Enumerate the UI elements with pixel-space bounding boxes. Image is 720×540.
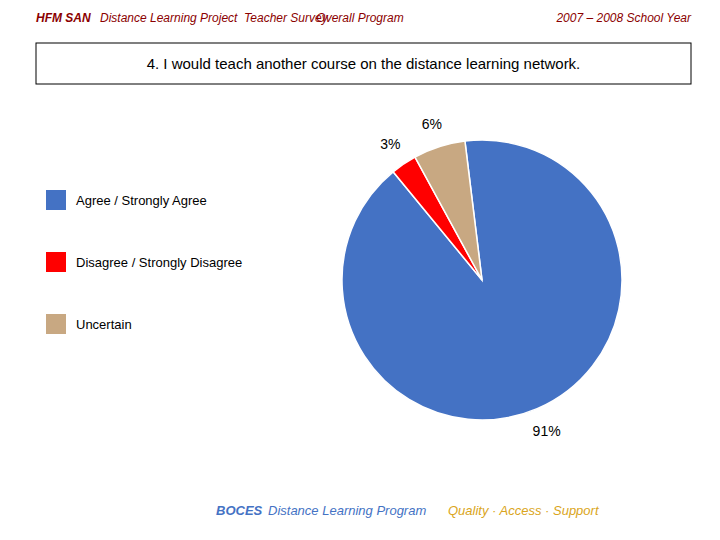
data-label: 91% <box>533 423 561 439</box>
header-text: Distance Learning Project Teacher Survey <box>100 11 329 25</box>
pie-slice <box>342 140 622 420</box>
legend-label: Disagree / Strongly Disagree <box>76 255 242 270</box>
legend-swatch <box>46 252 66 272</box>
footer-text: Quality · Access · Support <box>448 503 600 518</box>
legend-item: Agree / Strongly Agree <box>46 190 207 210</box>
chart: HFM SAN Distance Learning Project Teacher… <box>0 0 720 540</box>
legend-item: Uncertain <box>46 314 132 334</box>
data-label: 6% <box>422 116 442 132</box>
title-box <box>36 43 691 84</box>
pie <box>342 140 622 420</box>
footer-text: Distance Learning Program <box>268 503 426 518</box>
data-labels: 91% 3% 6% <box>380 116 560 439</box>
footer-text: BOCES <box>216 503 263 518</box>
header-text: 2007 – 2008 School Year <box>555 11 692 25</box>
pie-slice <box>415 141 482 280</box>
legend: Agree / Strongly Agree Disagree / Strongl… <box>46 190 242 334</box>
header: HFM SAN Distance Learning Project Teacher… <box>36 11 692 25</box>
footer: BOCES Distance Learning Program Quality · … <box>216 503 600 518</box>
legend-swatch <box>46 190 66 210</box>
title: 4. I would teach another course on the d… <box>147 55 581 72</box>
legend-label: Uncertain <box>76 317 132 332</box>
legend-item: Disagree / Strongly Disagree <box>46 252 242 272</box>
header-text: HFM SAN <box>36 11 91 25</box>
legend-swatch <box>46 314 66 334</box>
data-label: 3% <box>380 136 400 152</box>
legend-label: Agree / Strongly Agree <box>76 193 207 208</box>
header-text: Overall Program <box>316 11 403 25</box>
